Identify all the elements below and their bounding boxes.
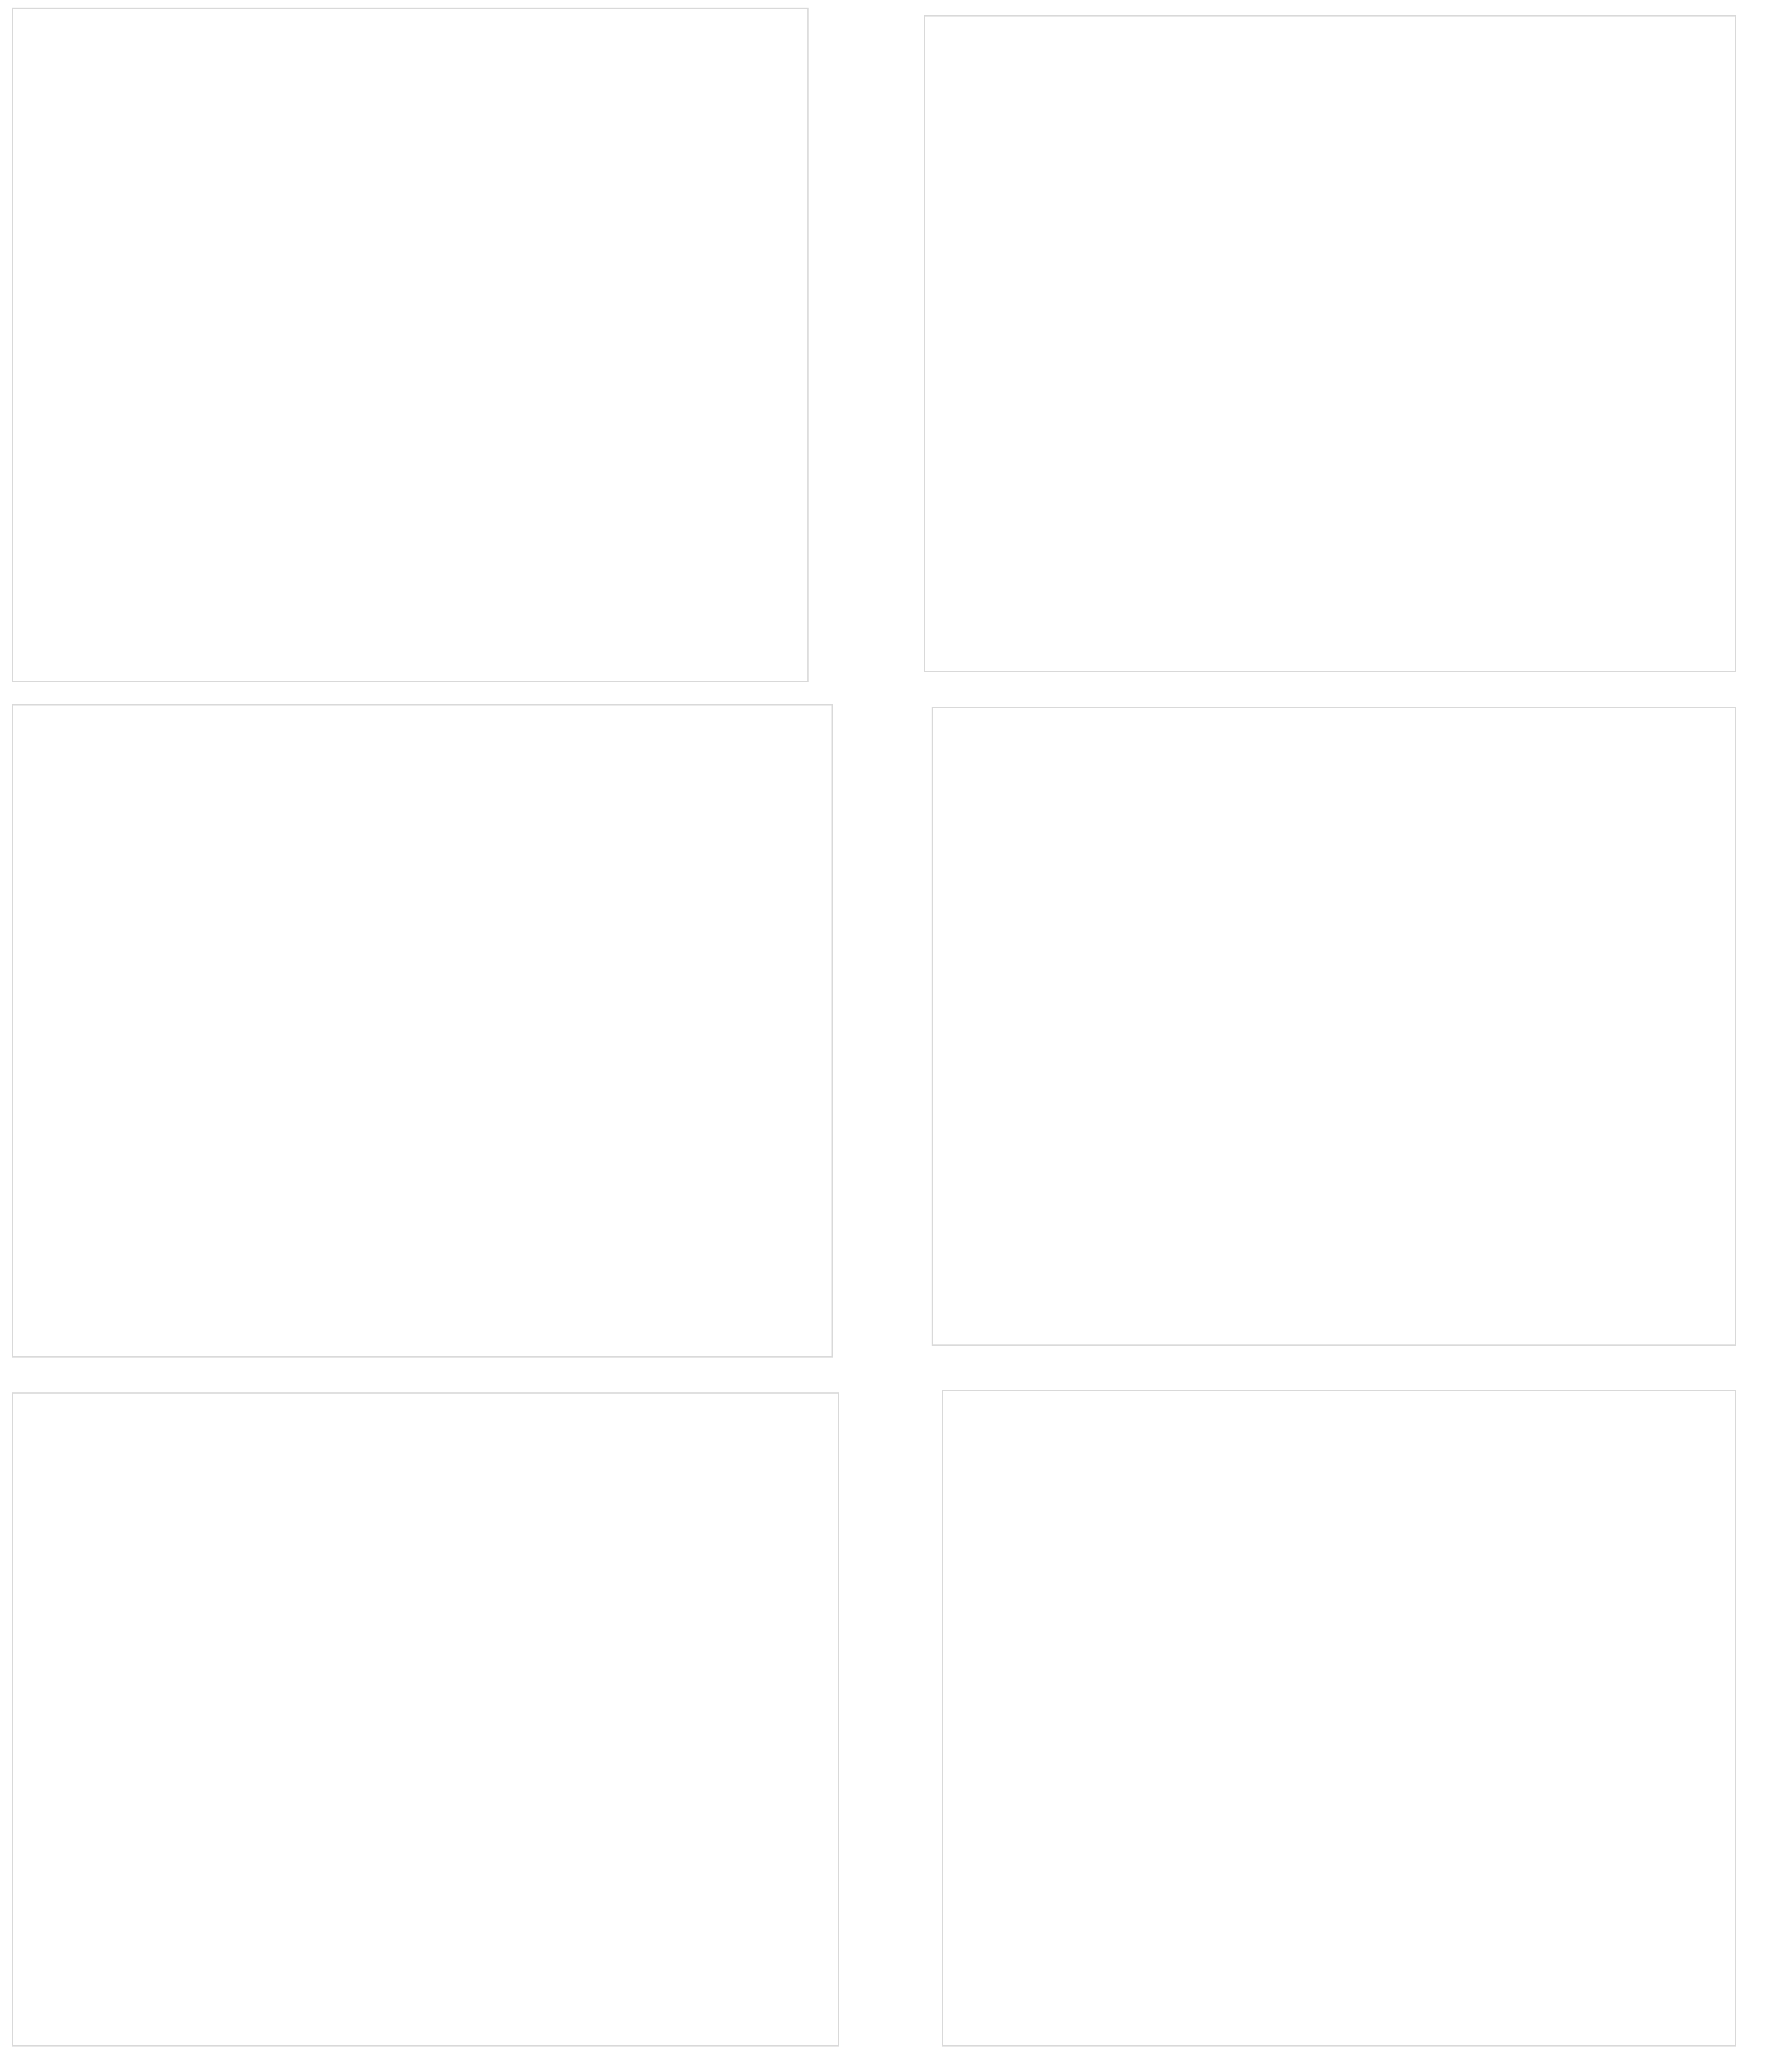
chart-panel-geo-eu [12, 8, 809, 682]
chart-panel-ict-eu13 [942, 1390, 1736, 2047]
chart-panel-geo-eu14 [12, 704, 833, 1358]
chart-panel-geo-eu13 [12, 1392, 839, 2047]
chart-panel-ict-eu14 [932, 707, 1736, 1346]
chart-panel-ict-eu [924, 15, 1736, 672]
